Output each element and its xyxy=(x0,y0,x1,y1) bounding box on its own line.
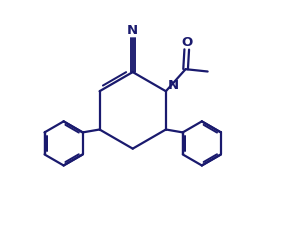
Text: O: O xyxy=(181,35,192,48)
Text: N: N xyxy=(127,24,138,37)
Text: N: N xyxy=(168,78,179,91)
